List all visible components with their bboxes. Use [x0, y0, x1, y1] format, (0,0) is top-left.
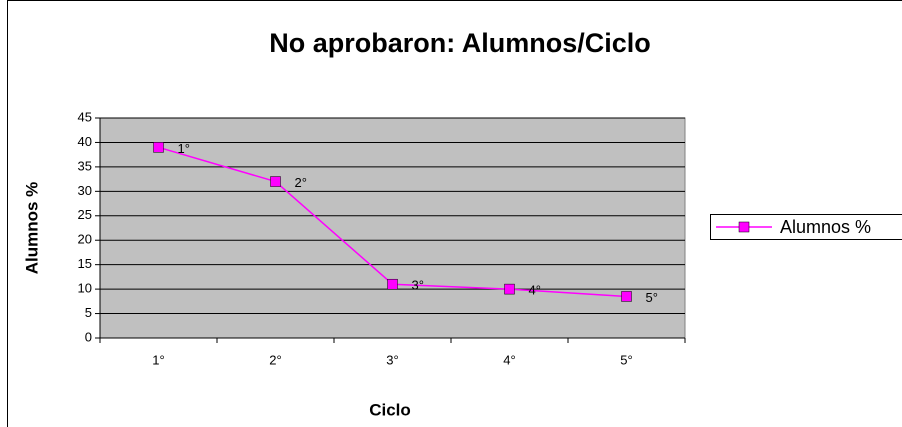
x-tick-label: 5° [620, 352, 632, 367]
legend-marker [738, 221, 750, 233]
plot-area [99, 117, 686, 339]
x-axis-label: Ciclo [369, 400, 411, 419]
legend-label: Alumnos % [780, 217, 871, 237]
y-tick-label: 15 [78, 256, 92, 271]
y-axis-label: Alumnos % [22, 182, 41, 275]
point-marker [387, 278, 398, 290]
y-tick-label: 5 [85, 305, 92, 320]
point-label: 2° [295, 175, 307, 190]
point-label: 3° [412, 278, 424, 293]
y-tick-label: 45 [78, 109, 92, 124]
y-tick-label: 0 [85, 329, 92, 344]
chart-title: No aprobaron: Alumnos/Ciclo [269, 28, 651, 58]
x-tick-label: 3° [386, 352, 398, 367]
point-label: 4° [529, 283, 541, 298]
y-tick-label: 25 [78, 207, 92, 222]
x-tick-label: 2° [269, 352, 281, 367]
point-marker [270, 176, 281, 187]
point-marker [621, 291, 632, 302]
x-tick-label: 4° [503, 352, 515, 367]
point-label: 1° [178, 141, 190, 156]
y-tick-label: 35 [78, 158, 92, 173]
y-tick-label: 10 [78, 281, 92, 296]
x-tick-label: 1° [152, 352, 164, 367]
y-tick-label: 40 [78, 134, 92, 149]
point-label: 5° [646, 290, 658, 305]
y-tick-label: 30 [78, 183, 92, 198]
point-marker [153, 142, 164, 153]
point-marker [504, 283, 515, 295]
y-tick-label: 20 [78, 232, 92, 247]
